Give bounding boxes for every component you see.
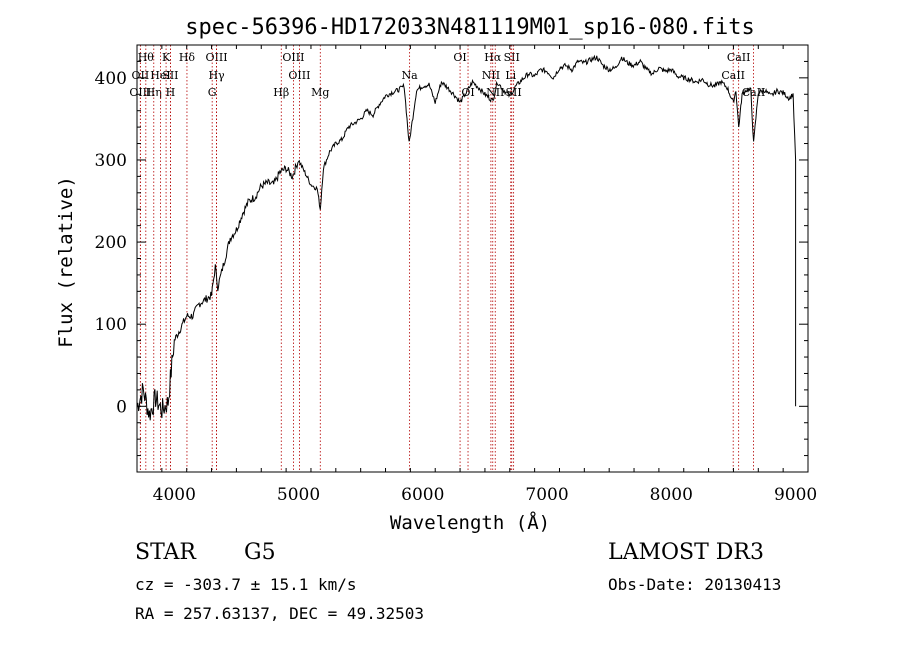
redshift-cz: cz = -303.7 ± 15.1 km/s <box>135 575 357 594</box>
object-class: STAR <box>135 540 196 565</box>
spectral-line-label-3: Hη <box>146 86 162 99</box>
spectral-line-label-17: OI <box>453 51 466 64</box>
object-subclass: G5 <box>244 540 276 565</box>
series-group <box>136 54 797 421</box>
chart-title: spec-56396-HD172033N481119M01_sp16-080.f… <box>185 15 755 40</box>
x-tick-label-5000: 5000 <box>277 485 320 505</box>
axes: 4000 5000 6000 7000 8000 9000 0 100 200 300 400 <box>95 44 817 505</box>
spectral-line-label-1: OIII <box>129 86 151 99</box>
y-tick-label-100: 100 <box>95 315 127 335</box>
x-tick-label-6000: 6000 <box>401 485 444 505</box>
spectral-line-label-22: SII <box>504 51 520 64</box>
spectral-line-label-20: NII <box>482 69 500 82</box>
spectral-line-label-13: OIII <box>282 51 304 64</box>
observation-date: Obs-Date: 20130413 <box>608 575 782 594</box>
spectral-line-label-0: OII <box>131 69 149 82</box>
spectral-line-label-16: Na <box>402 69 419 82</box>
spectral-line-label-11: G <box>208 86 217 99</box>
spectral-line-label-14: OIII <box>288 69 310 82</box>
spectral-line-label-25: CaII <box>727 51 751 64</box>
spectrum-chart: spec-56396-HD172033N481119M01_sp16-080.f… <box>55 15 817 534</box>
spectral-line-label-2: Hθ <box>138 51 155 64</box>
spectral-line-label-10: Hγ <box>208 69 225 82</box>
plot-frame <box>136 44 809 473</box>
x-tick-label-7000: 7000 <box>525 485 568 505</box>
spectral-line-label-4: HeI <box>150 69 170 82</box>
y-tick-label-0: 0 <box>116 397 127 417</box>
spectral-line-label-7: H <box>166 86 176 99</box>
survey-name: LAMOST DR3 <box>608 540 764 565</box>
spectral-line-label-6: SII <box>162 69 178 82</box>
spectral-line-label-26: CaII <box>721 69 745 82</box>
spectral-line-label-8: Hδ <box>179 51 196 64</box>
spectral-line-label-15: Mg <box>311 86 329 99</box>
x-tick-label-4000: 4000 <box>153 485 196 505</box>
ra-dec-coordinates: RA = 257.63137, DEC = 49.32503 <box>135 604 424 623</box>
y-tick-label-300: 300 <box>95 151 127 171</box>
x-tick-label-9000: 9000 <box>774 485 817 505</box>
x-axis-label: Wavelength (Å) <box>390 511 550 534</box>
y-tick-label-200: 200 <box>95 233 127 253</box>
spectral-line-label-5: K <box>162 51 171 64</box>
spectral-line-label-19: Hα <box>484 51 502 64</box>
series-line-0 <box>136 54 797 421</box>
spectral-line-label-12: Hβ <box>273 86 289 99</box>
spectral-line-label-23: Li <box>505 69 516 82</box>
spectral-line-label-9: OIII <box>205 51 227 64</box>
x-tick-label-8000: 8000 <box>650 485 693 505</box>
y-axis-label: Flux (relative) <box>55 176 77 348</box>
y-tick-label-400: 400 <box>95 69 127 89</box>
